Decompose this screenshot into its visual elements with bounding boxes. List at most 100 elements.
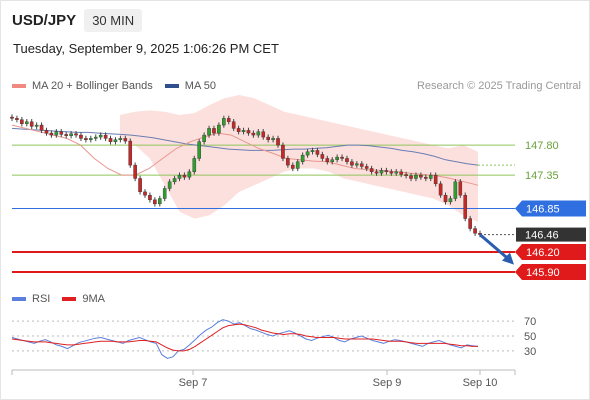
rsi-9ma-line: [11, 323, 478, 352]
candle-body: [438, 183, 443, 196]
ma50-line: [11, 127, 479, 166]
candle-body: [202, 134, 206, 142]
candle-body: [143, 191, 147, 196]
candle-body: [217, 124, 221, 134]
candle-body: [113, 139, 118, 142]
price-legend: MA 20 + Bollinger Bands MA 50: [12, 80, 228, 92]
legend-label-ma20: MA 20 + Bollinger Bands: [32, 80, 153, 92]
x-tick-label: Sep 10: [463, 377, 498, 389]
legend-label-9ma: 9MA: [82, 293, 105, 305]
pivot-label: 146.85: [526, 204, 560, 216]
candle-body: [291, 164, 295, 169]
rsi-tick-label: 30: [524, 346, 536, 358]
candle-body: [359, 163, 364, 167]
candle-body: [167, 181, 172, 189]
candle-body: [428, 174, 433, 179]
candle-body: [84, 138, 88, 140]
candle-body: [64, 134, 68, 136]
candle-body: [197, 141, 202, 159]
candle-body: [448, 198, 453, 203]
symbol-title: USD/JPY: [12, 12, 77, 29]
x-tick-label: Sep 9: [373, 377, 402, 389]
candle-body: [212, 128, 216, 134]
bollinger-band-area: [120, 95, 478, 222]
candle-body: [473, 228, 477, 234]
candle-body: [310, 150, 315, 152]
candle-body: [300, 154, 305, 162]
candle-body: [295, 161, 300, 169]
candle-body: [374, 171, 379, 174]
candle-body: [394, 171, 399, 174]
candle-body: [424, 176, 428, 179]
candle-body: [162, 188, 167, 199]
target-tag: [515, 263, 586, 280]
last-price-label: 146.46: [525, 230, 559, 242]
forecast-arrow-shaft: [479, 233, 509, 260]
candle-body: [128, 140, 133, 166]
timestamp: Tuesday, September 9, 2025 1:06:26 PM CE…: [13, 41, 279, 56]
candle-body: [59, 131, 64, 135]
legend-item-rsi: RSI: [12, 293, 50, 305]
pivot-tag: [515, 200, 586, 217]
candle-body: [468, 218, 472, 229]
legend-item-ma20: MA 20 + Bollinger Bands: [12, 80, 153, 92]
candle-body: [305, 151, 310, 156]
candle-body: [384, 170, 389, 173]
legend-label-ma50: MA 50: [184, 80, 216, 92]
legend-item-ma50: MA 50: [164, 80, 216, 92]
candle-body: [246, 130, 251, 134]
x-axis-layer: Sep 7 Sep 9 Sep 10: [11, 369, 516, 389]
candle-body: [187, 171, 192, 178]
candle-body: [345, 158, 349, 162]
target-label: 146.20: [526, 247, 560, 259]
candle-body: [261, 131, 266, 138]
candle-body: [463, 194, 468, 219]
rsi-line: [11, 319, 479, 359]
candle-body: [29, 121, 34, 127]
candle-body: [458, 181, 463, 196]
chart-header: USD/JPY 30 MIN: [12, 9, 143, 32]
timeframe-button[interactable]: 30 MIN: [84, 9, 143, 32]
candle-body: [453, 181, 458, 199]
candle-body: [20, 119, 24, 124]
candle-body: [54, 131, 59, 136]
level-tags-layer: 147.80 147.35 146.85 146.46 146.20 145.90: [515, 140, 586, 280]
resistance-label: 147.80: [525, 140, 559, 152]
candle-body: [251, 132, 256, 136]
resistance-label: 147.35: [525, 170, 559, 182]
candle-body: [414, 174, 418, 179]
last-price-tag: [516, 227, 586, 242]
candle-body: [350, 161, 354, 166]
candle-body: [419, 174, 423, 178]
candle-body: [330, 159, 335, 162]
candle-body: [39, 124, 44, 131]
candle-body: [399, 171, 403, 175]
target-tag: [515, 243, 586, 260]
legend-item-9ma: 9MA: [62, 293, 105, 305]
candle-body: [108, 138, 113, 142]
candle-body: [222, 118, 226, 126]
candle-body: [123, 138, 128, 142]
x-tick-label: Sep 7: [179, 377, 208, 389]
candle-body: [138, 178, 142, 193]
candle-body: [24, 121, 29, 124]
candle-body: [98, 134, 103, 138]
candle-body: [355, 163, 359, 166]
candle-body: [286, 158, 290, 166]
9ma-swatch-icon: [62, 297, 77, 301]
forecast-layer: [479, 233, 514, 265]
candle-body: [177, 174, 182, 179]
candle-body: [409, 175, 413, 179]
candle-body: [231, 121, 236, 129]
rsi-tick-label: 70: [524, 316, 536, 328]
candle-body: [192, 158, 197, 173]
candle-body: [335, 156, 339, 160]
candle-body: [44, 130, 49, 134]
candle-body: [369, 168, 374, 173]
legend-label-rsi: RSI: [32, 293, 51, 305]
candle-body: [15, 118, 19, 120]
candle-body: [271, 138, 275, 140]
candle-body: [157, 198, 162, 205]
forecast-arrowhead-icon: [502, 252, 514, 265]
